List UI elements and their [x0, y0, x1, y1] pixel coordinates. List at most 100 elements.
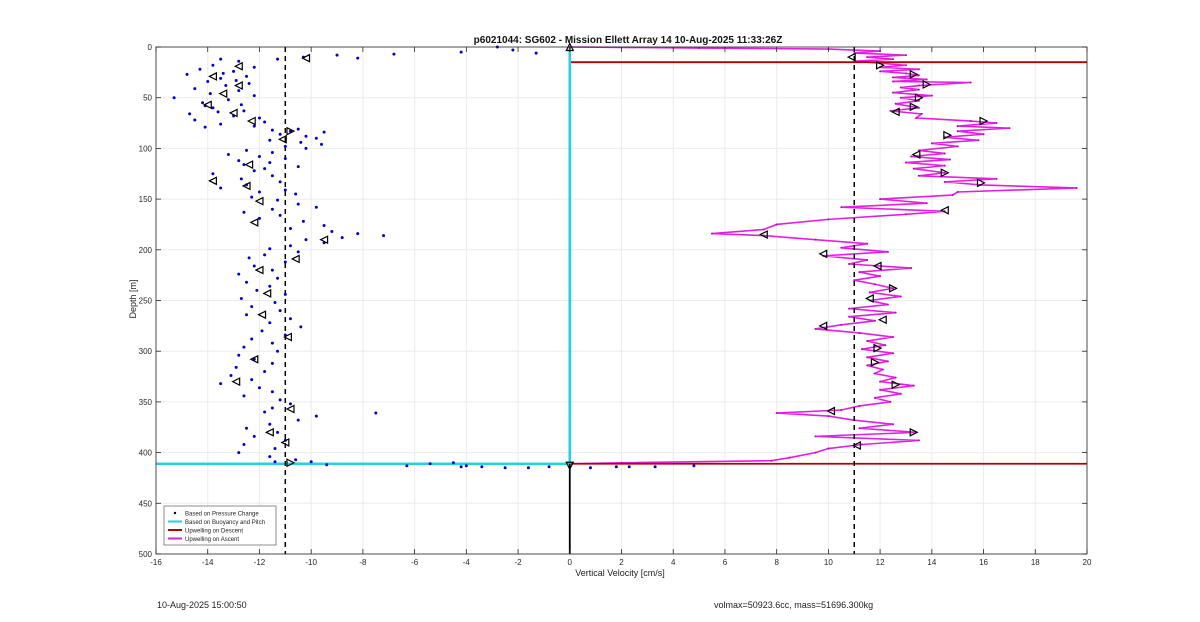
ascent-point: [886, 250, 889, 253]
pressure-change-point: [296, 165, 300, 169]
ascent-point: [866, 242, 869, 245]
ascent-point: [930, 94, 933, 97]
ascent-point: [892, 80, 895, 83]
pressure-change-point: [257, 155, 261, 159]
direction-marker: [826, 406, 836, 416]
direction-marker: [254, 265, 264, 275]
ascent-point: [892, 91, 895, 94]
ascent-point: [943, 180, 946, 183]
ascent-point: [873, 319, 876, 322]
y-axis-label: Depth [m]: [128, 279, 138, 318]
ascent-point: [848, 315, 851, 318]
pressure-change-point: [219, 76, 223, 80]
y-tick-label: 500: [139, 550, 153, 559]
direction-marker: [939, 205, 949, 215]
ascent-point: [840, 409, 843, 412]
pressure-change-point: [224, 84, 228, 88]
y-tick-label: 400: [139, 449, 153, 458]
ascent-point: [948, 158, 951, 161]
pressure-change-point: [226, 152, 230, 156]
pressure-change-point: [273, 460, 277, 464]
direction-marker: [873, 343, 883, 353]
pressure-change-point: [250, 305, 254, 309]
pressure-change-point: [283, 188, 287, 192]
pressure-change-point: [294, 458, 298, 462]
pressure-change-point: [219, 122, 223, 126]
ascent-point: [943, 171, 946, 174]
chart-title: p6021044: SG602 - Mission Ellett Array 1…: [474, 35, 783, 46]
pressure-change-point: [276, 276, 280, 280]
pressure-change-point: [278, 132, 282, 136]
x-tick-label: 2: [619, 558, 624, 567]
pressure-change-point: [239, 296, 243, 300]
ascent-point: [892, 423, 895, 426]
direction-marker: [846, 52, 856, 62]
direction-marker: [891, 380, 901, 390]
pressure-change-point: [304, 146, 308, 150]
pressure-change-point: [245, 74, 249, 78]
pressure-change-point: [211, 172, 215, 176]
ascent-point: [868, 291, 871, 294]
direction-marker: [818, 321, 828, 331]
ascent-point: [917, 106, 920, 109]
pressure-change-point: [257, 216, 261, 220]
footer-timestamp: 10-Aug-2025 15:00:50: [157, 600, 247, 610]
pressure-change-point: [503, 466, 507, 470]
pressure-change-point: [203, 125, 207, 129]
pressure-change-point: [268, 455, 272, 459]
pressure-change-point: [185, 72, 189, 76]
direction-marker: [872, 261, 882, 271]
direction-marker: [922, 80, 932, 89]
pressure-change-point: [234, 78, 238, 82]
pressure-change-point: [188, 112, 192, 116]
pressure-change-point: [588, 466, 592, 470]
ascent-point: [956, 125, 959, 128]
ascent-point: [917, 68, 920, 71]
ascent-point: [886, 360, 889, 363]
direction-marker: [909, 427, 919, 437]
pressure-change-point: [242, 394, 246, 398]
pressure-change-point: [270, 207, 274, 211]
pressure-change-point: [216, 110, 220, 114]
pressure-change-point: [278, 213, 282, 217]
pressure-change-point: [226, 98, 230, 102]
pressure-change-point: [263, 120, 267, 124]
pressure-change-point: [263, 253, 267, 257]
pressure-change-point: [221, 71, 225, 75]
ascent-point: [892, 76, 895, 79]
pressure-change-point: [374, 411, 378, 415]
ascent-point: [892, 352, 895, 355]
pressure-change-point: [273, 447, 277, 451]
x-tick-label: 20: [1083, 558, 1092, 567]
y-tick-label: 0: [148, 43, 153, 52]
ascent-point: [899, 86, 902, 89]
direction-marker: [286, 458, 296, 468]
pressure-change-point: [294, 192, 298, 196]
ascent-point: [969, 81, 972, 84]
pressure-change-point: [283, 144, 287, 148]
pressure-change-point: [219, 57, 223, 61]
ascent-point: [917, 84, 920, 87]
ascent-point: [827, 218, 830, 221]
pressure-change-point: [263, 369, 267, 373]
x-tick-label: 18: [1031, 558, 1040, 567]
pressure-change-point: [260, 329, 264, 333]
direction-marker: [208, 71, 217, 81]
pressure-change-point: [263, 410, 267, 414]
pressure-change-point: [322, 130, 326, 134]
direction-marker: [218, 89, 228, 99]
pressure-change-point: [229, 374, 233, 378]
pressure-change-point: [270, 268, 274, 272]
ascent-point: [884, 344, 887, 347]
direction-marker: [940, 168, 950, 178]
x-tick-label: -14: [202, 558, 214, 567]
pressure-change-point: [211, 106, 215, 110]
pressure-change-point: [340, 236, 344, 240]
y-tick-label: 200: [139, 246, 153, 255]
ascent-point: [995, 122, 998, 125]
ascent-point: [879, 275, 882, 278]
pressure-change-point: [255, 288, 259, 292]
ascent-point: [956, 191, 959, 194]
ascent-point: [917, 174, 920, 177]
